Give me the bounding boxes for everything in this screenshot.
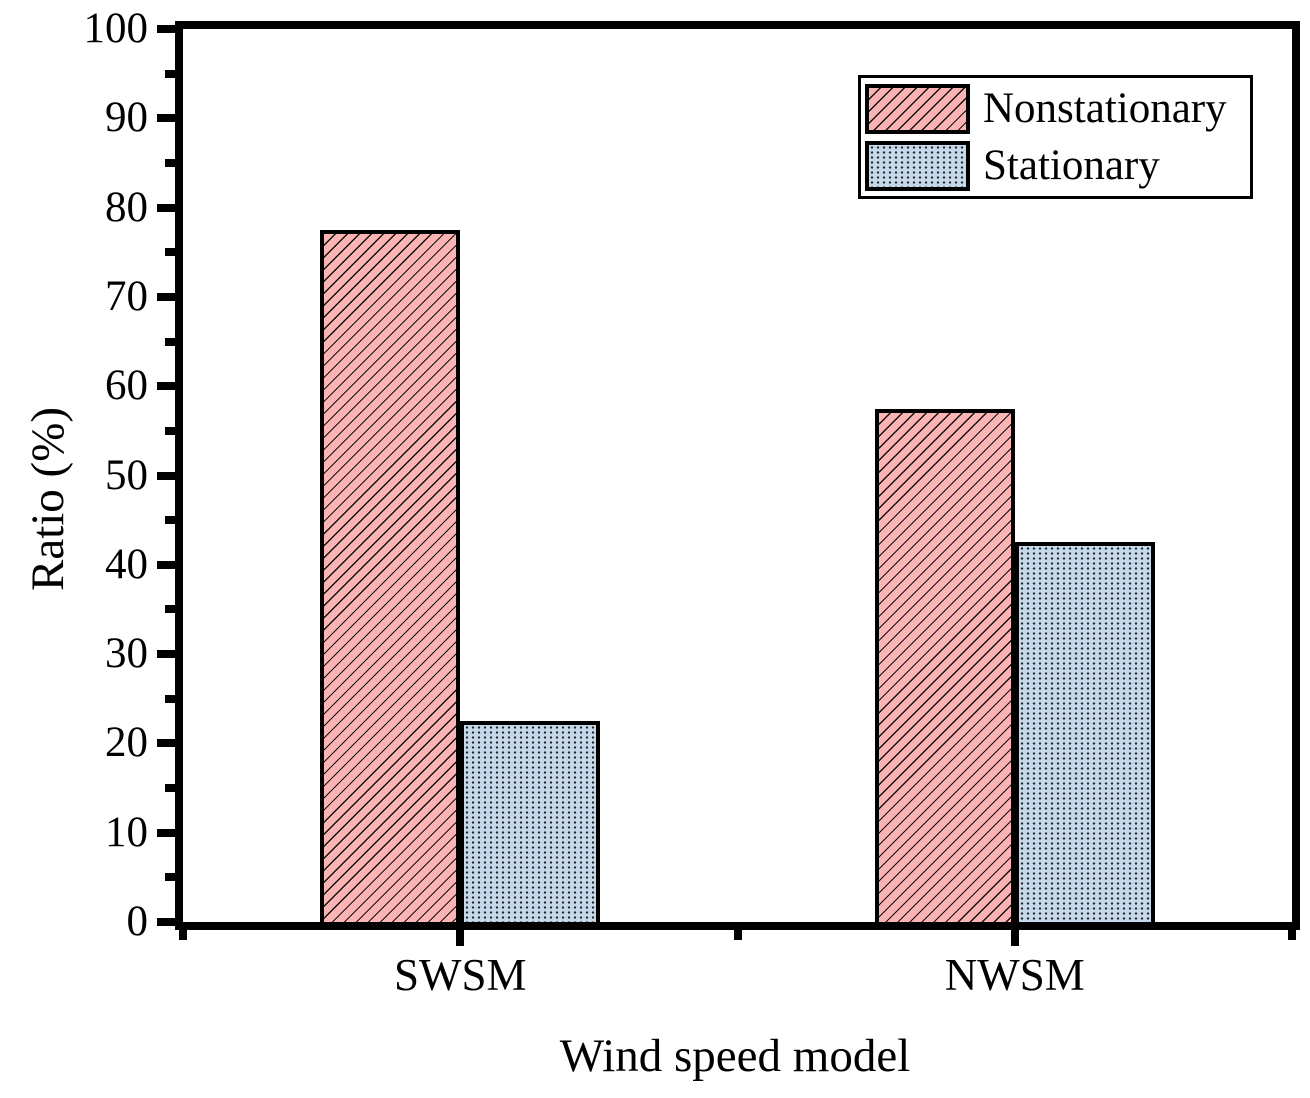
y-minor-tick: [165, 605, 175, 614]
y-tick-label: 70: [105, 272, 148, 320]
y-major-tick: [157, 739, 175, 748]
x-major-tick: [1010, 930, 1019, 946]
y-major-tick: [157, 650, 175, 659]
x-category-label: SWSM: [393, 950, 527, 1000]
y-tick-label: 80: [105, 183, 148, 231]
x-axis-title: Wind speed model: [559, 1030, 911, 1082]
y-minor-tick: [165, 516, 175, 525]
bar-swsm-nonstationary: [320, 229, 461, 922]
y-minor-tick: [165, 873, 175, 882]
y-tick-label: 50: [105, 451, 148, 499]
y-major-tick: [157, 918, 175, 926]
y-minor-tick: [165, 694, 175, 703]
legend: Nonstationary Stationary: [858, 75, 1253, 199]
x-minor-tick: [733, 930, 742, 940]
bar-nwsm-stationary: [1014, 542, 1155, 922]
y-tick-label: 10: [105, 808, 148, 856]
y-tick-label: 0: [126, 898, 149, 945]
y-tick-label: 20: [105, 719, 148, 767]
x-minor-tick: [1288, 930, 1296, 940]
y-minor-tick: [165, 158, 175, 167]
legend-swatch-stationary-icon: [865, 140, 970, 191]
x-major-tick: [456, 930, 465, 946]
y-major-tick: [157, 382, 175, 391]
y-minor-tick: [165, 69, 175, 78]
y-tick-label: 40: [105, 540, 148, 588]
legend-swatch-nonstationary-icon: [865, 83, 970, 134]
legend-item-stationary: Stationary: [865, 140, 1246, 192]
y-minor-tick: [165, 426, 175, 435]
legend-label-nonstationary: Nonstationary: [983, 84, 1227, 132]
y-tick-label: 30: [105, 630, 148, 678]
y-major-tick: [157, 114, 175, 123]
y-minor-tick: [165, 248, 175, 257]
legend-item-nonstationary: Nonstationary: [865, 83, 1246, 135]
y-major-tick: [157, 203, 175, 212]
y-minor-tick: [165, 784, 175, 793]
y-tick-label: 60: [105, 362, 148, 410]
x-category-label: NWSM: [944, 950, 1085, 1000]
y-tick-label: 90: [105, 94, 148, 142]
y-major-tick: [157, 25, 175, 33]
y-major-tick: [157, 471, 175, 480]
y-tick-label: 100: [83, 5, 149, 52]
bar-nwsm-nonstationary: [874, 408, 1015, 922]
bar-swsm-stationary: [460, 721, 601, 922]
y-major-tick: [157, 828, 175, 837]
y-major-tick: [157, 560, 175, 569]
legend-label-stationary: Stationary: [983, 141, 1160, 189]
y-minor-tick: [165, 337, 175, 346]
y-major-tick: [157, 292, 175, 301]
x-minor-tick: [179, 930, 187, 940]
